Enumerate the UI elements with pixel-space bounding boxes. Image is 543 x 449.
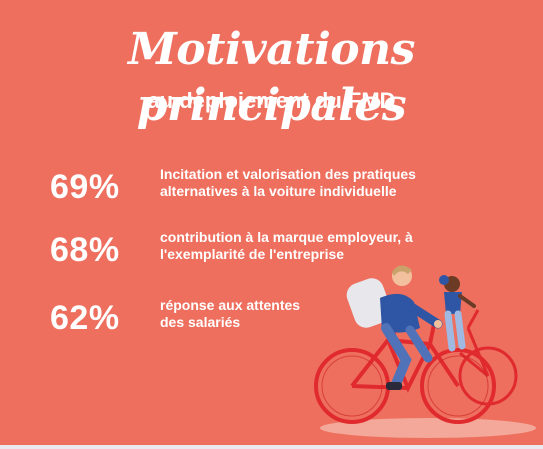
stat-item: 69% Incitation et valorisation des prati…: [50, 166, 490, 216]
cyclist-with-child-on-bike-icon: [314, 265, 536, 438]
stat-percent: 68%: [50, 231, 120, 269]
stat-item: 62% réponse aux attentes des salariés: [50, 297, 490, 347]
stat-description-line: l'exemplarité de l'entreprise: [160, 246, 345, 262]
stat-description: Incitation et valorisation des pratiques…: [160, 166, 490, 200]
stat-description: contribution à la marque employeur, à l'…: [160, 229, 490, 263]
stat-item: 68% contribution à la marque employeur, …: [50, 229, 490, 279]
page-subtitle: au déploiement du FMD: [147, 88, 396, 113]
stat-percent: 69%: [50, 168, 120, 206]
bottom-divider: [0, 445, 543, 449]
stat-description-line: des salariés: [160, 314, 241, 330]
page-title: Motivations principales: [128, 24, 415, 131]
stat-description: réponse aux attentes des salariés: [160, 297, 490, 331]
stat-percent: 62%: [50, 299, 120, 337]
stat-description-line: alternatives à la voiture individuelle: [160, 183, 397, 199]
stat-description-line: réponse aux attentes: [160, 297, 301, 313]
stat-description-line: Incitation et valorisation des pratiques: [160, 166, 416, 182]
stat-description-line: contribution à la marque employeur, à: [160, 229, 413, 245]
